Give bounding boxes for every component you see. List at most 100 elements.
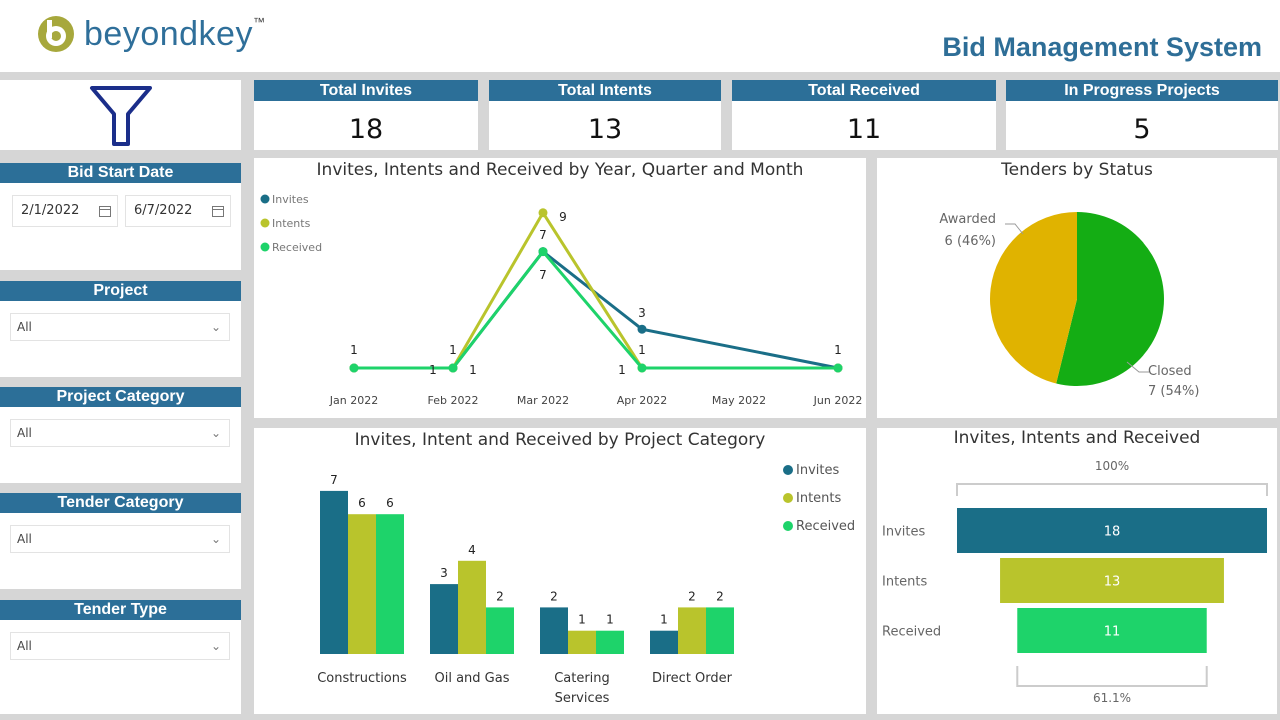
funnel-bottom-percent: 61.1% [1093,691,1131,705]
chevron-down-icon: ⌄ [210,320,221,334]
kpi-label: In Progress Projects [1006,80,1278,101]
x-tick-label: Mar 2022 [517,394,569,407]
bar-invites [650,630,678,654]
x-tick-label: Direct Order [652,671,733,686]
bar-chart[interactable]: 7 6 6 Constructions 3 4 2 Oil and Gas 2 1 1 Caterin… [254,428,866,714]
kpi-value: 5 [1133,114,1151,145]
legend-marker [783,465,793,475]
slice-value-label: 6 (46%) [945,234,996,249]
pie-chart-panel: Tenders by Status Closed 7 (54%) Awarded 6 … [877,158,1277,418]
x-tick-label: Services [555,691,610,706]
data-label: 7 [539,228,547,242]
data-label: 1 [834,343,842,357]
data-point [349,363,359,373]
bar-chart-panel: Invites, Intent and Received by Project … [254,428,866,714]
filter-icon-panel [0,80,241,150]
line-chart-panel: Invites, Intents and Received by Year, Q… [254,158,866,418]
filter-icon[interactable] [0,80,241,150]
chart-title: Invites, Intents and Received [953,428,1201,448]
legend-label: Received [796,519,855,534]
company-logo: beyondkey™ [36,14,265,54]
slicer-title: Tender Type [0,600,241,620]
x-tick-label: May 2022 [712,394,766,407]
legend-label: Invites [272,193,309,206]
bar-intents [678,607,706,654]
legend-label: Invites [796,463,839,478]
slicer-bid-start-date: Bid Start Date 2/1/2022 6/7/2022 [0,163,241,270]
chart-title: Invites, Intents and Received by Year, Q… [316,160,804,180]
slicer-tender-type: Tender Type All ⌄ [0,600,241,714]
funnel-chart[interactable]: 100% 18 Invites 13 Intents 11 Received 61.1% [877,428,1277,714]
project-category-dropdown[interactable]: All ⌄ [10,419,230,447]
slicer-title: Project [0,281,241,301]
header-bar: beyondkey™ Bid Management System [0,0,1280,72]
kpi-value: 18 [348,114,384,145]
series-line-invites [354,249,839,370]
calendar-icon[interactable] [99,206,111,217]
bar-intents [458,560,486,654]
pie-slice-closed [1056,212,1164,386]
leader-line [1126,361,1149,373]
data-label: 1 [350,343,358,357]
funnel-bar-intents [1000,558,1224,603]
slice-value-label: 7 (54%) [1148,384,1199,399]
x-tick-label: Oil and Gas [435,671,510,686]
project-dropdown[interactable]: All ⌄ [10,313,230,341]
funnel-stage-label: Invites [882,525,925,540]
kpi-value: 13 [587,114,623,145]
data-label: 7 [539,268,547,282]
calendar-icon[interactable] [212,206,224,217]
pie-chart[interactable]: Closed 7 (54%) Awarded 6 (46%) [877,158,1277,418]
series-line-intents [354,209,838,370]
data-label: 1 [429,363,437,377]
chart-title: Tenders by Status [1001,160,1153,180]
legend-label: Intents [272,217,311,230]
bar-invites [430,584,458,654]
legend-marker [783,493,793,503]
kpi-total-intents: Total Intents 13 [489,80,721,150]
data-point [637,363,647,373]
funnel-value-label: 13 [1104,575,1121,590]
funnel-top-percent: 100% [1095,459,1129,473]
kpi-label: Total Intents [489,80,721,101]
slicer-title: Project Category [0,387,241,407]
slicer-title: Tender Category [0,493,241,513]
chart-title: Invites, Intent and Received by Project … [354,430,766,450]
funnel-bottom-bracket [1016,666,1208,687]
funnel-stage-label: Intents [882,575,928,590]
bar-value-label: 2 [496,589,504,603]
bar-value-label: 7 [330,473,338,487]
slicer-title: Bid Start Date [0,163,241,183]
bar-value-label: 2 [688,589,696,603]
bar-intents [348,514,376,654]
x-tick-label: Constructions [317,671,407,686]
beyondkey-logo-icon [38,16,74,52]
legend-marker [260,194,270,204]
bar-intents [568,630,596,654]
bar-received [706,607,734,654]
tender-category-dropdown[interactable]: All ⌄ [10,525,230,553]
kpi-value: 11 [846,114,882,145]
funnel-bar-received [1017,608,1207,653]
chevron-down-icon: ⌄ [210,426,221,440]
bar-value-label: 6 [386,496,394,510]
bar-invites [540,607,568,654]
data-point [538,208,548,218]
kpi-total-invites: Total Invites 18 [254,80,478,150]
end-date-input[interactable]: 6/7/2022 [125,195,231,227]
leader-line [1005,223,1024,235]
tender-type-dropdown[interactable]: All ⌄ [10,632,230,660]
kpi-in-progress-projects: In Progress Projects 5 [1006,80,1278,150]
legend-marker [783,521,793,531]
start-date-input[interactable]: 2/1/2022 [12,195,118,227]
x-tick-label: Jan 2022 [329,394,378,407]
funnel-value-label: 18 [1104,525,1121,540]
slicer-project-category: Project Category All ⌄ [0,387,241,483]
data-label: 1 [449,343,457,357]
kpi-label: Total Received [732,80,996,101]
line-chart[interactable]: Invites Intents Received Jan 2022 Feb 2022 Ma… [254,158,866,418]
funnel-stage-label: Received [882,625,941,640]
slice-label: Closed [1148,364,1192,379]
data-point [448,363,458,373]
slice-label: Awarded [939,212,996,227]
